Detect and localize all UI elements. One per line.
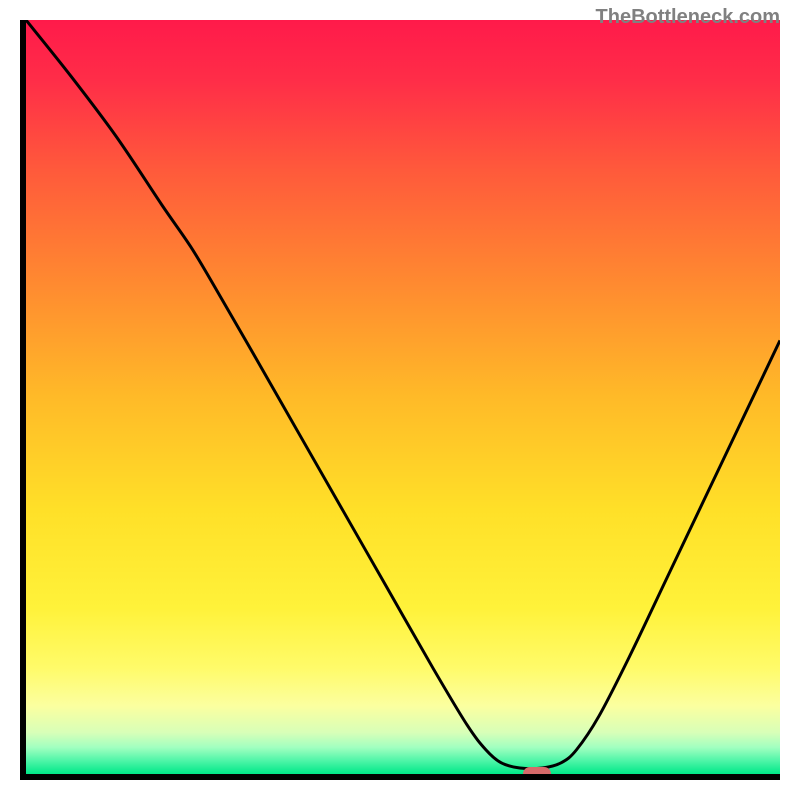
chart-container — [20, 20, 780, 780]
watermark-text: TheBottleneck.com — [596, 6, 780, 29]
bottleneck-curve — [26, 20, 780, 774]
plot-area — [20, 20, 780, 780]
optimal-point-marker — [523, 767, 551, 780]
